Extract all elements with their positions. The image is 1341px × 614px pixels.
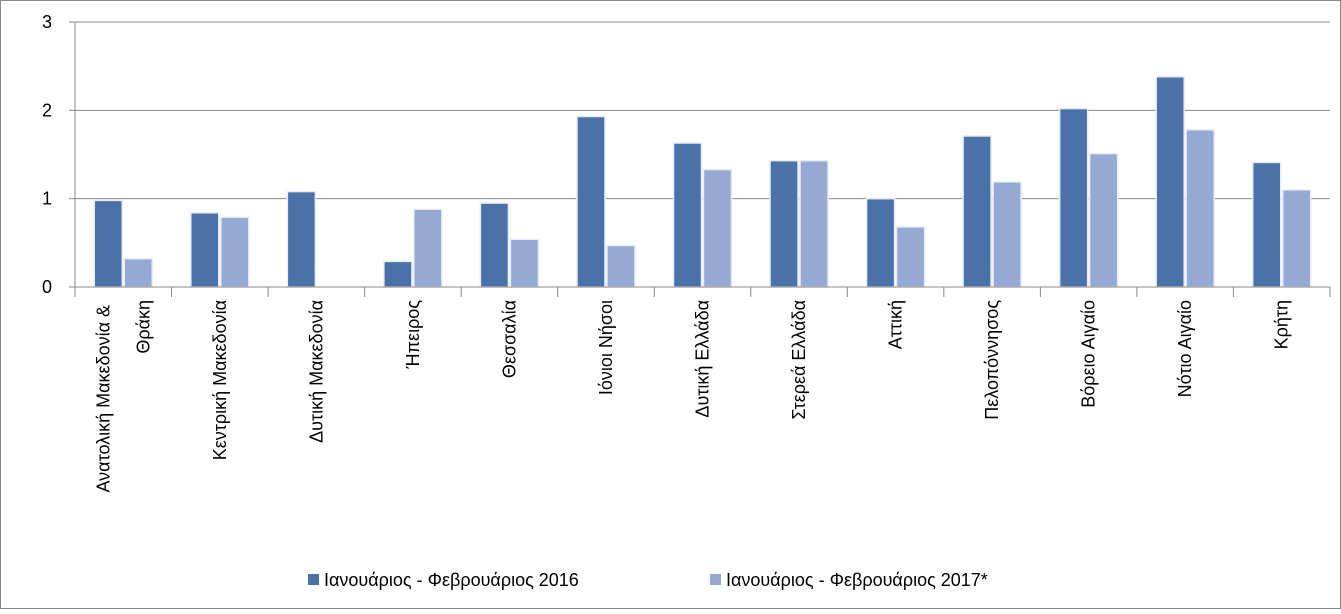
- x-tick-label: Κεντρική Μακεδονία: [210, 300, 230, 460]
- x-tick-label: Ανατολική Μακεδονία & Θράκη: [93, 300, 153, 493]
- bar: [1088, 152, 1119, 288]
- bar: [895, 226, 926, 288]
- bar: [286, 190, 317, 288]
- y-tick-label: 0: [42, 277, 52, 297]
- y-tick-label: 3: [42, 12, 52, 32]
- bar: [606, 244, 636, 288]
- x-tick-label: Δυτική Ελλάδα: [693, 300, 713, 418]
- bar: [1251, 161, 1282, 288]
- x-tick-label: Δυτική Μακεδονία: [306, 300, 326, 443]
- bar: [1185, 129, 1215, 288]
- bar: [509, 238, 540, 288]
- bar: [190, 212, 220, 288]
- legend-label: Ιανουάριος - Φεβρουάριος 2017*: [726, 570, 988, 590]
- x-tick-label: Ήπειρος: [403, 300, 423, 370]
- x-tick-label: Νότιο Αιγαίο: [1175, 300, 1195, 397]
- bar: [865, 197, 896, 288]
- bar: [576, 115, 606, 288]
- bar: [220, 216, 250, 288]
- legend-swatch: [308, 574, 319, 585]
- legend-label: Ιανουάριος - Φεβρουάριος 2016: [324, 570, 579, 590]
- bar: [383, 260, 413, 288]
- x-tick-label: Θεσσαλία: [499, 300, 519, 378]
- bar: [123, 257, 154, 288]
- x-tick-label: Κρήτη: [1272, 300, 1292, 349]
- x-tick-label: Στερεά Ελλάδα: [789, 300, 809, 420]
- x-tick-label: Αττική: [886, 300, 906, 349]
- bar: [799, 159, 829, 288]
- bar: [1281, 189, 1312, 288]
- x-tick-label: Βόρειο Αιγαίο: [1079, 300, 1099, 408]
- x-tick-label: Ιόνιοι Νήσοι: [596, 300, 616, 395]
- bar: [962, 135, 992, 288]
- x-tick-label: Πελοπόννησος: [982, 300, 1002, 420]
- bar: [702, 168, 733, 288]
- y-tick-label: 2: [42, 100, 52, 120]
- bar: [413, 208, 443, 288]
- bar: [992, 181, 1022, 288]
- bar: [1058, 107, 1089, 288]
- y-tick-label: 1: [42, 189, 52, 209]
- bar: [769, 159, 799, 288]
- legend-swatch: [710, 574, 721, 585]
- bar: [479, 202, 510, 288]
- bar: [1155, 76, 1185, 288]
- bar: [93, 199, 124, 288]
- bar: [672, 142, 703, 288]
